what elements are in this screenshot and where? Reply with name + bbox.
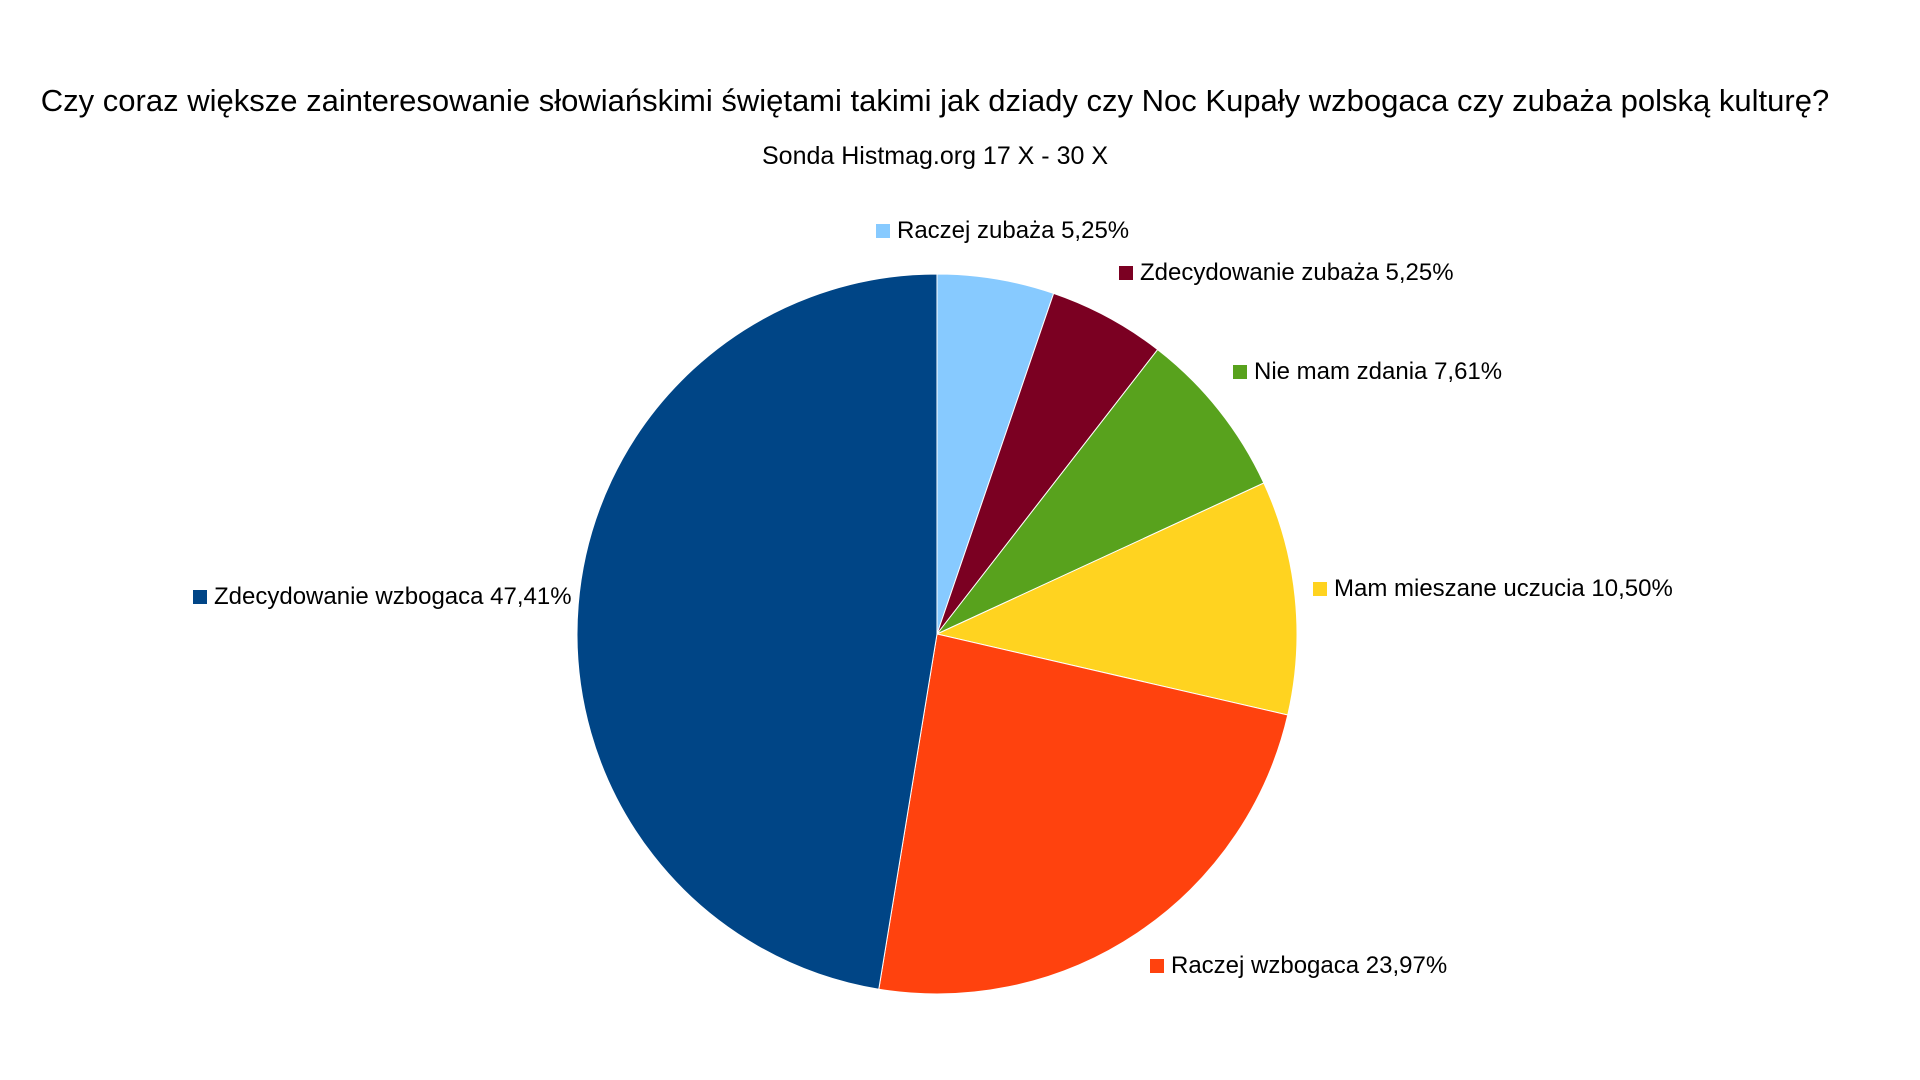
pie-slice-5: [878, 633, 1289, 995]
slice-label-3: Nie mam zdania 7,61%: [1254, 358, 1502, 385]
legend-swatch-3: [1233, 365, 1247, 379]
legend-swatch-2: [1119, 266, 1133, 280]
legend-swatch-6: [193, 590, 207, 604]
legend-swatch-1: [876, 224, 890, 238]
slice-label-2: Zdecydowanie zubaża 5,25%: [1140, 259, 1454, 286]
chart-subtitle: Sonda Histmag.org 17 X - 30 X: [762, 142, 1108, 170]
pie-slices: [576, 273, 1298, 995]
slice-label-6: Zdecydowanie wzbogaca 47,41%: [214, 583, 572, 610]
slice-label-5: Raczej wzbogaca 23,97%: [1171, 952, 1447, 979]
pie-slice-6: [576, 273, 938, 990]
legend-swatch-4: [1313, 582, 1327, 596]
slice-label-1: Raczej zubaża 5,25%: [897, 217, 1129, 244]
pie-slice-3: [936, 348, 1265, 635]
pie-slice-4: [935, 482, 1298, 716]
slice-label-4: Mam mieszane uczucia 10,50%: [1334, 575, 1673, 602]
slice-labels: Raczej zubaża 5,25% Zdecydowanie zubaża 5…: [193, 217, 1673, 979]
legend-swatch-5: [1150, 959, 1164, 973]
chart-title: Czy coraz większe zainteresowanie słowia…: [41, 83, 1829, 118]
